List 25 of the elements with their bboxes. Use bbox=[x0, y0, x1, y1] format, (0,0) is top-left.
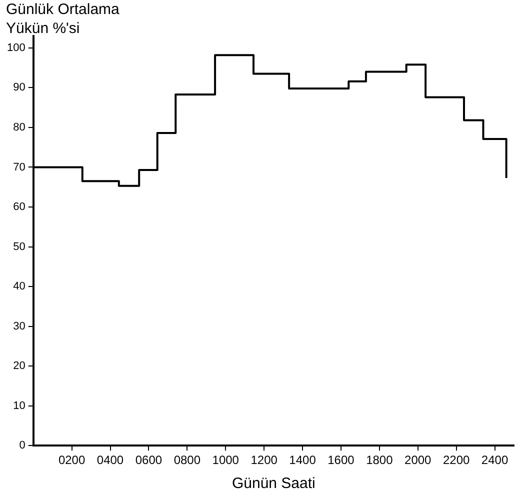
y-tick-label: 20 bbox=[13, 360, 26, 372]
x-tick-label: 1600 bbox=[328, 453, 355, 468]
x-tick-label: 2000 bbox=[404, 453, 432, 468]
y-axis-title: Günlük Ortalama Yükün %'si bbox=[6, 0, 120, 38]
y-tick-label: 40 bbox=[13, 280, 26, 293]
y-tick-label: 80 bbox=[13, 121, 26, 134]
x-tick-label: 0800 bbox=[174, 453, 201, 468]
y-tick-label: 90 bbox=[13, 82, 26, 94]
x-tick-label: 0600 bbox=[135, 453, 162, 468]
x-tick-label: 1400 bbox=[289, 453, 316, 468]
y-tick-label: 0 bbox=[19, 440, 26, 452]
y-tick-label: 70 bbox=[13, 161, 26, 174]
y-tick-label: 10 bbox=[13, 400, 26, 412]
x-axis-title: Günün Saati bbox=[232, 475, 316, 492]
y-tick-label: 30 bbox=[13, 320, 26, 332]
x-tick-label: 1800 bbox=[366, 453, 394, 468]
x-tick-label: 1200 bbox=[250, 453, 278, 468]
y-tick-label: 100 bbox=[6, 42, 26, 54]
x-tick-label: 0400 bbox=[96, 453, 124, 468]
x-tick-label: 0200 bbox=[58, 453, 86, 468]
y-tick-label: 60 bbox=[13, 201, 26, 214]
y-tick-label: 50 bbox=[13, 240, 26, 253]
x-tick-label: 1000 bbox=[212, 453, 240, 468]
x-tick-label: 2400 bbox=[481, 453, 508, 468]
x-tick-label: 2200 bbox=[442, 453, 470, 468]
